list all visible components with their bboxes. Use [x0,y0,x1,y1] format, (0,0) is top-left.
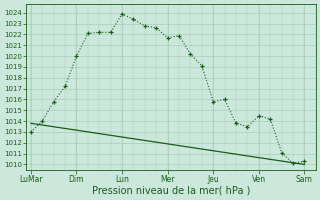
X-axis label: Pression niveau de la mer( hPa ): Pression niveau de la mer( hPa ) [92,186,250,196]
